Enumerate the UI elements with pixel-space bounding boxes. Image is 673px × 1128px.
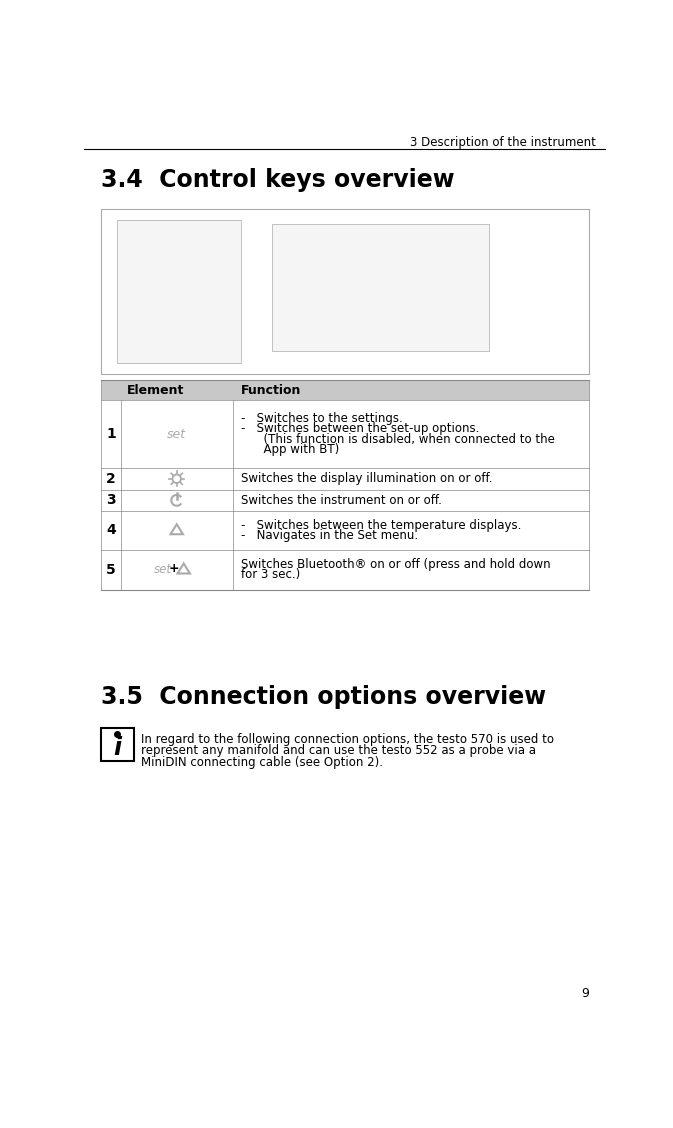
Bar — [101, 209, 589, 374]
Bar — [101, 490, 589, 511]
Text: 3.4  Control keys overview: 3.4 Control keys overview — [101, 168, 455, 192]
Text: set: set — [154, 563, 172, 576]
Text: (This function is disabled, when connected to the: (This function is disabled, when connect… — [241, 433, 555, 446]
Bar — [101, 468, 589, 490]
Text: i: i — [113, 737, 122, 760]
Text: 3: 3 — [106, 493, 116, 508]
Text: -   Switches between the temperature displays.: - Switches between the temperature displ… — [241, 519, 521, 531]
Text: Switches the instrument on or off.: Switches the instrument on or off. — [241, 494, 441, 506]
Bar — [101, 511, 589, 549]
Text: 2: 2 — [106, 472, 116, 486]
Text: 1: 1 — [106, 428, 116, 441]
Bar — [101, 729, 134, 760]
Bar — [272, 224, 489, 351]
Text: MiniDIN connecting cable (see Option 2).: MiniDIN connecting cable (see Option 2). — [141, 756, 384, 769]
Text: 5: 5 — [106, 563, 116, 576]
Text: 4: 4 — [106, 523, 116, 537]
Text: 9: 9 — [581, 987, 589, 999]
Text: for 3 sec.): for 3 sec.) — [241, 569, 300, 581]
Text: -   Navigates in the Set menu.: - Navigates in the Set menu. — [241, 529, 418, 543]
Text: -   Switches between the set-up options.: - Switches between the set-up options. — [241, 422, 479, 435]
Text: Switches Bluetooth® on or off (press and hold down: Switches Bluetooth® on or off (press and… — [241, 558, 551, 571]
Text: App with BT): App with BT) — [241, 443, 339, 456]
Bar — [116, 220, 241, 362]
Text: Function: Function — [241, 384, 301, 397]
Bar — [101, 380, 589, 400]
Text: 3.5  Connection options overview: 3.5 Connection options overview — [101, 686, 546, 710]
Text: In regard to the following connection options, the testo 570 is used to: In regard to the following connection op… — [141, 733, 555, 746]
Text: 3 Description of the instrument: 3 Description of the instrument — [410, 135, 596, 149]
Bar — [101, 400, 589, 468]
Text: +: + — [168, 563, 179, 575]
Text: Switches the display illumination on or off.: Switches the display illumination on or … — [241, 473, 492, 485]
Text: set: set — [167, 428, 186, 441]
Text: represent any manifold and can use the testo 552 as a probe via a: represent any manifold and can use the t… — [141, 744, 536, 757]
Text: Element: Element — [127, 384, 184, 397]
Text: -   Switches to the settings.: - Switches to the settings. — [241, 412, 402, 425]
Bar — [101, 549, 589, 590]
